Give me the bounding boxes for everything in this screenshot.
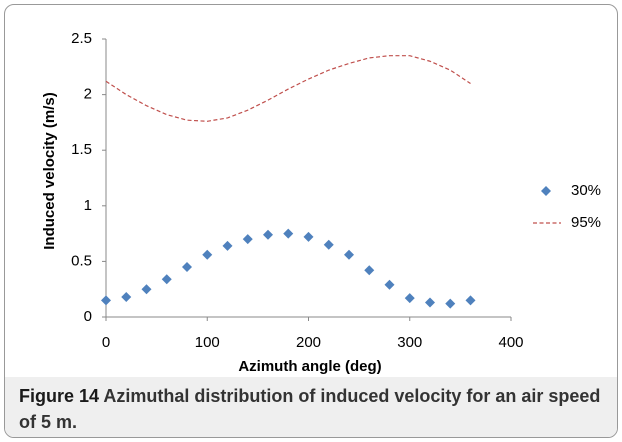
data-point bbox=[303, 231, 314, 242]
data-point bbox=[182, 261, 192, 272]
x-axis-title: Azimuth angle (deg) bbox=[238, 358, 381, 375]
data-line bbox=[105, 55, 471, 122]
x-tick-label: 100 bbox=[195, 334, 220, 351]
y-tick-label: 2 bbox=[84, 86, 92, 103]
legend-label: 95% bbox=[571, 214, 601, 231]
data-point bbox=[445, 298, 456, 309]
caption: Figure 14 Azimuthal distribution of indu… bbox=[5, 377, 617, 437]
chart: Induced velocity (m/s) Azimuth angle (de… bbox=[41, 30, 601, 375]
data-point bbox=[323, 239, 334, 250]
legend-marker bbox=[541, 186, 551, 196]
x-tick-label: 200 bbox=[296, 334, 321, 351]
data-point bbox=[364, 265, 375, 276]
data-point bbox=[404, 293, 415, 304]
y-tick-label: 1 bbox=[84, 197, 92, 214]
data-point bbox=[283, 228, 294, 239]
data-point bbox=[242, 234, 253, 245]
data-point bbox=[425, 297, 435, 308]
y-tick-label: 1.5 bbox=[71, 141, 92, 158]
data-point bbox=[263, 229, 273, 240]
y-tick-label: 2.5 bbox=[71, 30, 92, 47]
caption-text: Azimuthal distribution of induced veloci… bbox=[19, 386, 601, 432]
data-point bbox=[202, 249, 213, 260]
y-tick-label: 0.5 bbox=[71, 252, 92, 269]
caption-label: Figure 14 bbox=[19, 386, 100, 406]
x-tick-label: 400 bbox=[498, 334, 523, 351]
x-tick-label: 300 bbox=[397, 334, 422, 351]
y-tick-label: 0 bbox=[84, 308, 92, 325]
x-tick-label: 0 bbox=[102, 334, 110, 351]
data-point bbox=[141, 284, 152, 295]
data-point bbox=[121, 291, 132, 302]
data-point bbox=[222, 240, 233, 251]
figure: Induced velocity (m/s) Azimuth angle (de… bbox=[4, 4, 618, 438]
data-point bbox=[161, 274, 172, 285]
data-point bbox=[101, 295, 111, 306]
data-point bbox=[384, 279, 395, 290]
data-point bbox=[344, 249, 354, 260]
y-axis-title: Induced velocity (m/s) bbox=[41, 92, 58, 250]
legend-label: 30% bbox=[571, 182, 601, 199]
data-point bbox=[465, 295, 476, 306]
